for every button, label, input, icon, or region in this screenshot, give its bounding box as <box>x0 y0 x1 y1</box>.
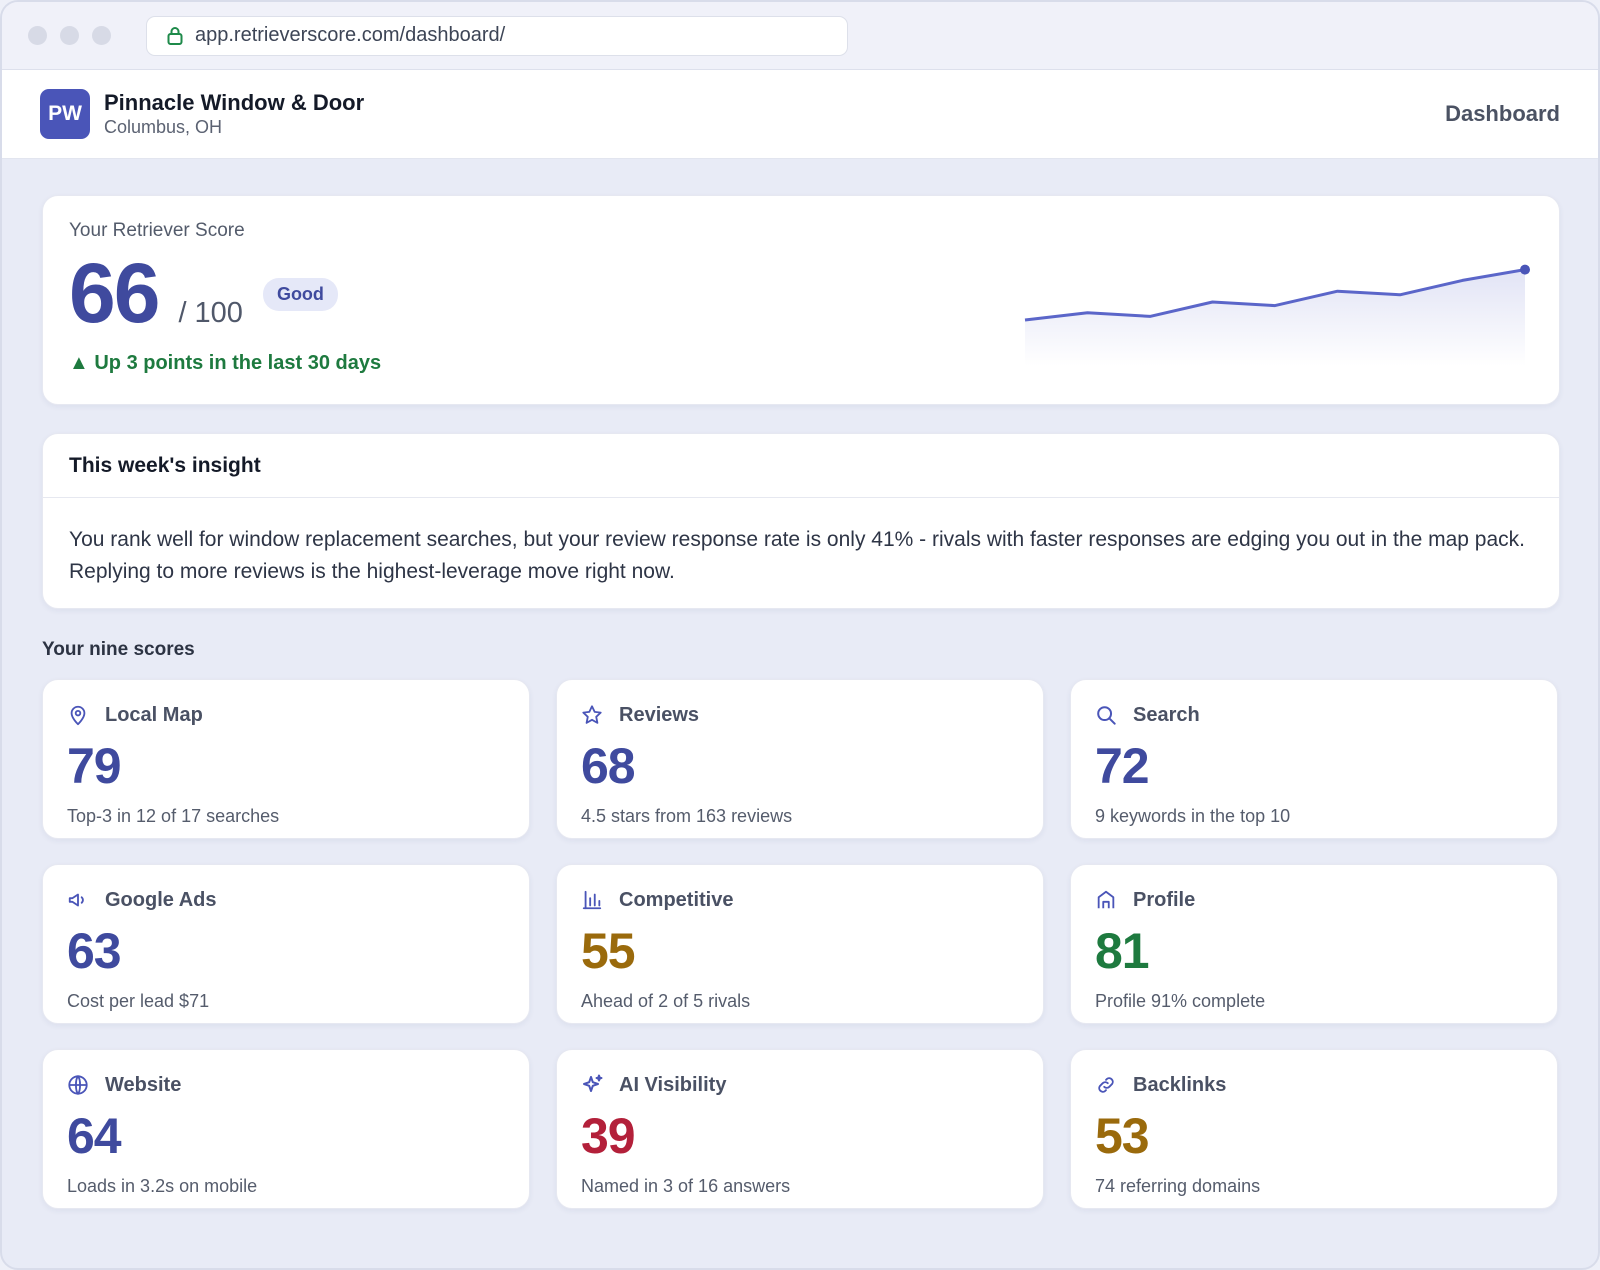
score-tile-value: 64 <box>67 1108 122 1164</box>
window-maximize-dot[interactable] <box>92 26 111 45</box>
score-tile-detail: Cost per lead $71 <box>67 991 210 1011</box>
score-tile-name: AI Visibility <box>619 1073 727 1096</box>
window-minimize-dot[interactable] <box>60 26 79 45</box>
score-tile-ai-visibility[interactable]: AI Visibility 39 Named in 3 of 16 answers <box>556 1049 1044 1209</box>
search-icon <box>1095 702 1121 728</box>
score-tile-header: Reviews <box>581 702 1019 728</box>
score-tile-value: 68 <box>581 738 636 794</box>
score-tile-name: Reviews <box>619 703 700 726</box>
business-name: Pinnacle Window & Door <box>104 90 365 115</box>
insight-title: This week's insight <box>43 434 1559 498</box>
score-tile-name: Competitive <box>619 888 734 911</box>
window-close-dot[interactable] <box>28 26 47 45</box>
score-label: Your Retriever Score <box>69 220 245 241</box>
score-tile-profile[interactable]: Profile 81 Profile 91% complete <box>1070 864 1558 1024</box>
score-tile-competitive[interactable]: Competitive 55 Ahead of 2 of 5 rivals <box>556 864 1044 1024</box>
storefront-icon <box>1095 887 1121 913</box>
score-tile-value: 53 <box>1095 1108 1150 1164</box>
main-content: Your Retriever Score 66 / 100 Good ▲ Up … <box>42 195 1560 1209</box>
insight-card: This week's insight You rank well for wi… <box>42 433 1560 609</box>
score-tile-value: 55 <box>581 923 636 979</box>
nav-dashboard[interactable]: Dashboard <box>1445 101 1560 126</box>
sparkline-line <box>1024 268 1526 322</box>
score-tile-local-map[interactable]: Local Map 79 Top-3 in 12 of 17 searches <box>42 679 530 839</box>
score-max: / 100 <box>178 297 243 329</box>
score-tile-name: Google Ads <box>105 888 217 911</box>
score-tile-header: Competitive <box>581 887 1019 913</box>
score-tile-detail: Named in 3 of 16 answers <box>581 1176 791 1196</box>
browser-chrome: app.retrieverscore.com/dashboard/ <box>2 2 1598 70</box>
app-header: PW Pinnacle Window & Door Columbus, OH D… <box>2 70 1598 159</box>
score-tile-detail: 9 keywords in the top 10 <box>1095 806 1291 826</box>
sparkline-area <box>1025 269 1525 366</box>
scores-section-title: Your nine scores <box>42 639 195 660</box>
megaphone-icon <box>67 887 93 913</box>
score-tile-reviews[interactable]: Reviews 68 4.5 stars from 163 reviews <box>556 679 1044 839</box>
score-tile-name: Website <box>105 1073 182 1096</box>
score-tile-name: Profile <box>1133 888 1196 911</box>
score-tile-header: Search <box>1095 702 1533 728</box>
score-tile-detail: Top-3 in 12 of 17 searches <box>67 806 280 826</box>
score-tile-value: 72 <box>1095 738 1150 794</box>
lock-icon <box>167 26 183 46</box>
business-info: Pinnacle Window & Door Columbus, OH <box>104 90 364 138</box>
globe-icon <box>67 1072 93 1098</box>
retriever-score-card: Your Retriever Score 66 / 100 Good ▲ Up … <box>42 195 1560 405</box>
address-bar[interactable]: app.retrieverscore.com/dashboard/ <box>146 15 848 56</box>
map-pin-icon <box>67 702 93 728</box>
score-tile-detail: Profile 91% complete <box>1095 991 1266 1011</box>
score-tile-header: Google Ads <box>67 887 505 913</box>
bar-chart-icon <box>581 887 607 913</box>
score-tile-detail: Ahead of 2 of 5 rivals <box>581 991 751 1011</box>
sparkle-icon <box>581 1072 607 1098</box>
score-tile-detail: 74 referring domains <box>1095 1176 1261 1196</box>
score-tile-backlinks[interactable]: Backlinks 53 74 referring domains <box>1070 1049 1558 1209</box>
score-tile-google-ads[interactable]: Google Ads 63 Cost per lead $71 <box>42 864 530 1024</box>
score-tile-value: 81 <box>1095 923 1150 979</box>
scores-grid: Local Map 79 Top-3 in 12 of 17 searches Rev… <box>42 679 1560 1209</box>
score-tile-name: Backlinks <box>1133 1073 1227 1096</box>
url-text: app.retrieverscore.com/dashboard/ <box>195 24 506 46</box>
score-tile-header: Local Map <box>67 702 505 728</box>
link-icon <box>1095 1072 1121 1098</box>
score-tile-value: 79 <box>67 738 122 794</box>
score-tile-header: Backlinks <box>1095 1072 1533 1098</box>
business-location: Columbus, OH <box>104 117 223 137</box>
score-tile-value: 39 <box>581 1108 636 1164</box>
score-tile-detail: 4.5 stars from 163 reviews <box>581 806 793 826</box>
insight-body: You rank well for window replacement sea… <box>69 528 1525 583</box>
score-value: 66 <box>69 246 160 340</box>
score-tile-detail: Loads in 3.2s on mobile <box>67 1176 258 1196</box>
score-tile-website[interactable]: Website 64 Loads in 3.2s on mobile <box>42 1049 530 1209</box>
score-tile-name: Local Map <box>105 703 203 726</box>
score-delta: ▲ Up 3 points in the last 30 days <box>69 352 382 374</box>
score-tile-header: Website <box>67 1072 505 1098</box>
status-badge: Good <box>262 278 338 311</box>
score-trend-sparkline <box>1024 264 1530 366</box>
score-tile-header: Profile <box>1095 887 1533 913</box>
score-tile-header: AI Visibility <box>581 1072 1019 1098</box>
score-tile-name: Search <box>1133 703 1200 726</box>
star-icon <box>581 702 607 728</box>
business-logo: PW <box>40 89 90 139</box>
sparkline-end-point <box>1520 264 1530 275</box>
score-tile-value: 63 <box>67 923 122 979</box>
score-tile-search[interactable]: Search 72 9 keywords in the top 10 <box>1070 679 1558 839</box>
